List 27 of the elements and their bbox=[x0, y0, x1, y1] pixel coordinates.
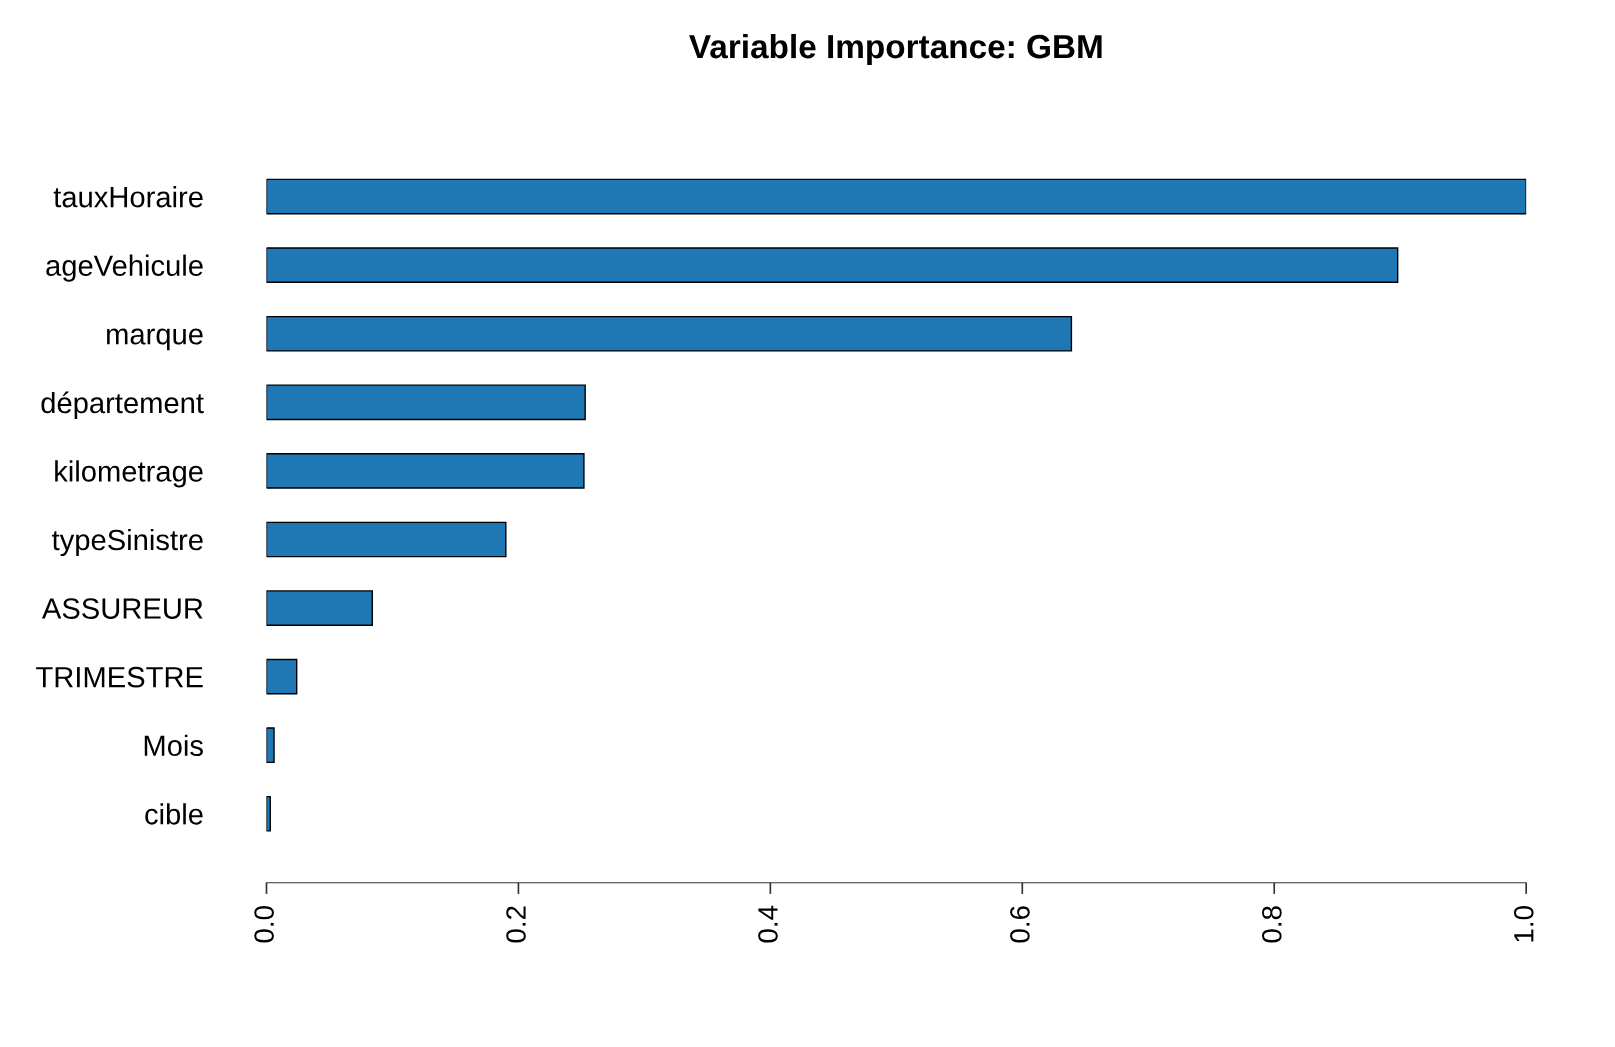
bar bbox=[266, 384, 586, 421]
bar bbox=[266, 727, 275, 764]
y-tick-label: département bbox=[41, 391, 204, 420]
chart-title: Variable Importance: GBM bbox=[689, 33, 1102, 66]
bar bbox=[266, 521, 507, 558]
bar bbox=[266, 590, 373, 626]
x-tick-label: 0.8 bbox=[1262, 906, 1282, 943]
y-tick-label: ASSUREUR bbox=[41, 598, 203, 619]
x-tick-label: 1.0 bbox=[1513, 906, 1534, 942]
bar bbox=[266, 247, 1399, 283]
y-tick-label: TRIMESTRE bbox=[36, 666, 203, 688]
bar bbox=[266, 658, 298, 695]
y-tick-label: typeSinistre bbox=[52, 528, 203, 557]
x-tick-label: 0.0 bbox=[254, 906, 274, 943]
y-tick-label: tauxHoraire bbox=[53, 186, 203, 208]
bar bbox=[266, 795, 271, 832]
y-tick-label: cible bbox=[145, 803, 203, 825]
y-tick-label: marque bbox=[107, 328, 203, 351]
x-tick-label: 0.4 bbox=[758, 905, 778, 943]
bar bbox=[266, 453, 585, 489]
y-tick-label: kilometrage bbox=[55, 460, 203, 488]
bar bbox=[266, 315, 1073, 352]
x-tick-label: 0.2 bbox=[506, 906, 526, 943]
y-tick-label: Mois bbox=[144, 734, 203, 757]
x-tick-label: 0.6 bbox=[1010, 906, 1030, 943]
y-tick-label: ageVehicule bbox=[46, 254, 203, 282]
bar bbox=[266, 178, 1527, 215]
